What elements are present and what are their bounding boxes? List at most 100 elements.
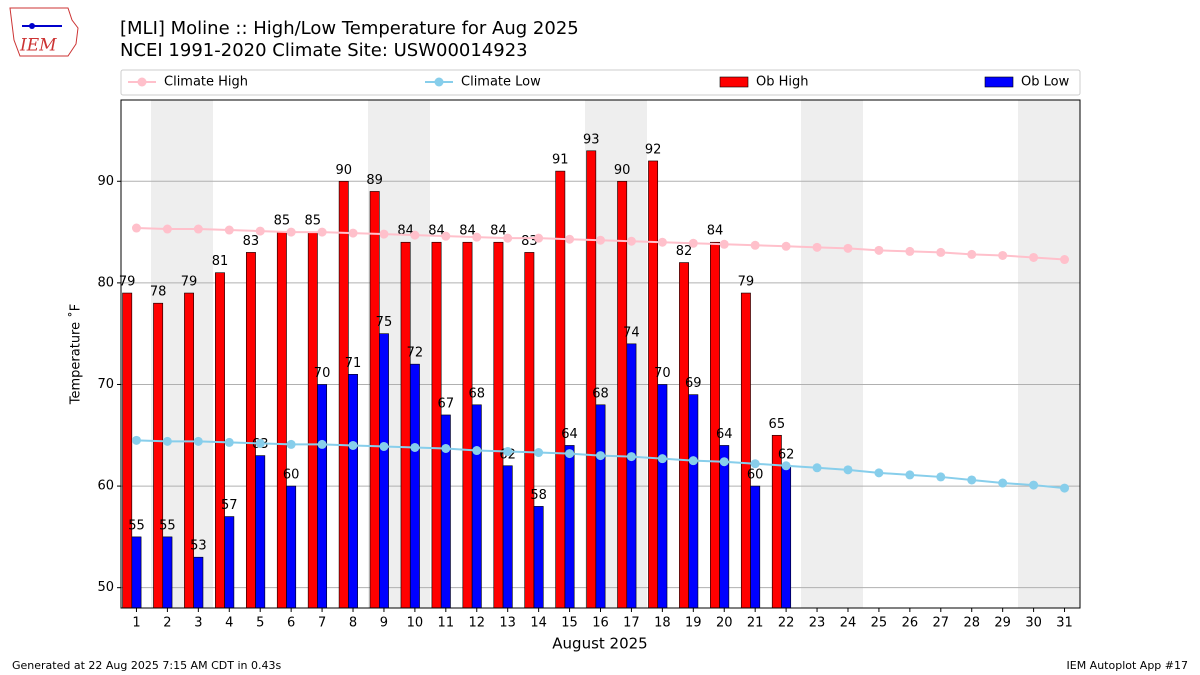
data-label: 78 <box>150 285 167 300</box>
x-tick-label: 2 <box>163 616 171 631</box>
line-marker <box>750 240 760 250</box>
legend-box <box>120 69 1081 96</box>
legend-swatch <box>434 77 444 87</box>
bar <box>555 170 566 609</box>
legend-swatch <box>719 76 749 88</box>
data-label: 84 <box>707 224 724 239</box>
data-label: 89 <box>366 173 383 188</box>
data-label: 70 <box>314 366 331 381</box>
x-tick-label: 11 <box>438 616 455 631</box>
bar <box>224 516 235 609</box>
line-marker <box>565 234 575 244</box>
bar <box>719 445 730 609</box>
weekend-band <box>1018 100 1080 608</box>
y-tick-label: 50 <box>97 580 114 595</box>
legend-label: Climate High <box>164 75 248 90</box>
y-axis-label: Temperature ˚F <box>68 304 84 405</box>
line-marker <box>286 227 296 237</box>
logo: IEM <box>9 7 79 57</box>
x-tick-label: 20 <box>716 616 733 631</box>
line-marker <box>967 249 977 259</box>
bar <box>276 231 287 609</box>
data-label: 65 <box>769 417 786 432</box>
bar <box>286 485 297 609</box>
x-tick-label: 7 <box>318 616 326 631</box>
line-marker <box>657 454 667 464</box>
line-marker <box>193 224 203 234</box>
line-marker <box>596 451 605 461</box>
line-marker <box>626 236 636 246</box>
line-marker <box>905 246 915 256</box>
data-label: 68 <box>468 386 485 401</box>
x-tick-label: 10 <box>407 616 424 631</box>
logo-outline <box>9 7 79 57</box>
line-marker <box>348 228 358 238</box>
line-marker <box>750 459 760 469</box>
bar <box>122 292 133 609</box>
data-label: 92 <box>645 142 662 157</box>
x-tick-label: 19 <box>685 616 702 631</box>
x-tick-label: 31 <box>1056 616 1073 631</box>
bar <box>710 241 720 609</box>
x-tick-label: 1 <box>132 616 140 631</box>
line-marker <box>781 241 791 251</box>
line-marker <box>1060 483 1070 493</box>
x-tick-label: 8 <box>349 616 357 631</box>
x-tick-label: 27 <box>933 616 950 631</box>
bar <box>409 363 420 609</box>
data-label: 81 <box>212 254 229 269</box>
legend-swatch <box>984 76 1014 88</box>
line-marker <box>843 465 853 475</box>
bar <box>462 241 473 609</box>
data-label: 84 <box>459 224 476 239</box>
y-tick-label: 60 <box>97 479 114 494</box>
line-marker <box>317 439 327 449</box>
data-label: 75 <box>376 315 393 330</box>
line-marker <box>812 242 822 252</box>
y-tick-label: 70 <box>97 377 114 392</box>
data-label: 90 <box>335 163 352 178</box>
data-label: 67 <box>438 396 455 411</box>
data-label: 60 <box>747 468 764 483</box>
y-tick-label: 90 <box>97 174 114 189</box>
line-marker <box>131 223 141 233</box>
x-tick-label: 29 <box>994 616 1011 631</box>
legend-label: Climate Low <box>461 75 541 90</box>
line-marker <box>719 457 729 467</box>
bar <box>400 241 411 609</box>
line-marker <box>1060 255 1070 265</box>
x-tick-label: 16 <box>592 616 609 631</box>
legend-label: Ob High <box>756 75 809 90</box>
line-marker <box>936 247 946 257</box>
bar <box>781 465 792 609</box>
line-marker <box>348 440 358 450</box>
x-tick-label: 18 <box>654 616 671 631</box>
bar <box>493 241 504 609</box>
line-marker <box>719 239 729 249</box>
data-label: 64 <box>561 427 578 442</box>
logo-icon <box>29 23 35 29</box>
x-tick-label: 30 <box>1025 616 1042 631</box>
line-marker <box>874 245 884 255</box>
bar <box>193 556 204 609</box>
line-marker <box>193 436 203 446</box>
bar <box>648 160 659 609</box>
line-marker <box>472 232 482 242</box>
data-label: 68 <box>592 386 609 401</box>
data-label: 79 <box>738 275 755 290</box>
line-marker <box>503 233 513 243</box>
bar <box>586 150 597 609</box>
line-marker <box>1029 480 1039 490</box>
x-tick-label: 17 <box>623 616 640 631</box>
data-label: 79 <box>181 275 198 290</box>
data-label: 55 <box>159 518 176 533</box>
line-marker <box>688 456 698 466</box>
bar <box>348 374 358 609</box>
bar <box>307 231 318 609</box>
bar <box>617 180 628 609</box>
bar <box>369 191 380 609</box>
bar <box>184 292 194 609</box>
line-marker <box>379 441 389 451</box>
bar <box>131 536 142 609</box>
